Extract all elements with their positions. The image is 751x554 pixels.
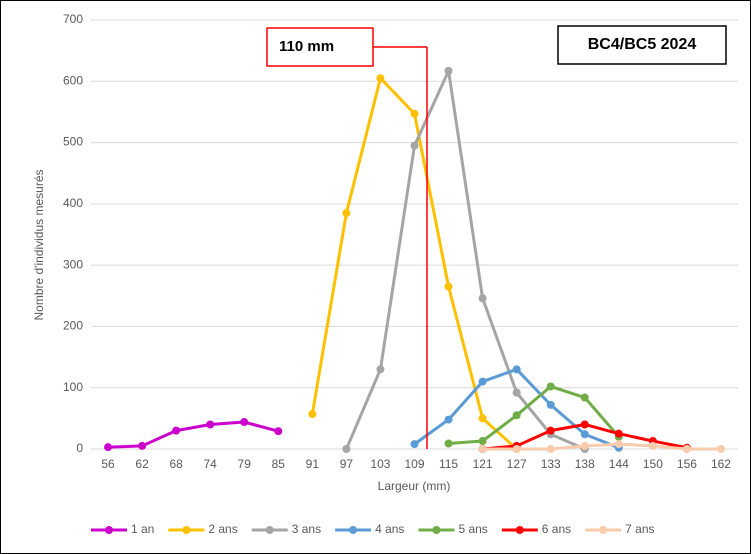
x-tick-label: 85 — [272, 457, 286, 471]
x-tick-label: 103 — [370, 457, 390, 471]
x-tick-label: 56 — [101, 457, 115, 471]
data-point — [410, 141, 419, 150]
y-tick-label: 300 — [63, 257, 83, 271]
data-point — [546, 426, 555, 435]
data-point — [376, 74, 385, 83]
data-point — [614, 429, 623, 438]
legend-marker — [432, 526, 441, 534]
x-tick-label: 79 — [238, 457, 252, 471]
title-label: BC4/BC5 2024 — [588, 36, 697, 53]
x-tick-label: 150 — [643, 457, 663, 471]
legend-label: 6 ans — [542, 522, 571, 536]
title-box — [557, 25, 727, 65]
data-point — [546, 400, 555, 409]
data-point — [444, 282, 453, 291]
data-point — [240, 418, 249, 427]
data-point — [512, 411, 521, 420]
data-point — [478, 377, 487, 386]
legend-label: 4 ans — [375, 522, 404, 536]
x-tick-label: 109 — [404, 457, 424, 471]
data-point — [512, 445, 521, 453]
y-tick-label: 600 — [63, 73, 83, 87]
y-tick-label: 400 — [63, 196, 83, 210]
data-point — [546, 382, 555, 391]
data-point — [478, 414, 487, 423]
data-point — [444, 439, 453, 448]
x-tick-label: 91 — [306, 457, 320, 471]
series-line — [482, 442, 721, 451]
data-point — [444, 66, 453, 75]
x-tick-label: 62 — [135, 457, 149, 471]
y-axis-label: Nombre d'individus mesurés — [32, 169, 46, 320]
plot-area: 0 100 200 300 400 500 600 700 56 62 68 74 79 85 91 97 10… — [63, 12, 738, 471]
legend-marker — [515, 526, 524, 534]
x-tick-label: 144 — [609, 457, 629, 471]
legend: 1 an 2 ans 3 ans 4 ans 5 ans 6 ans 7 ans — [91, 522, 655, 536]
x-tick-label: 133 — [541, 457, 561, 471]
legend-label: 3 ans — [292, 522, 321, 536]
x-tick-label: 115 — [439, 457, 458, 471]
data-point — [308, 410, 317, 419]
data-point — [716, 445, 725, 453]
data-point — [410, 440, 419, 449]
data-point — [648, 441, 657, 450]
legend-label: 5 ans — [458, 522, 487, 536]
data-point — [172, 426, 181, 435]
y-tick-label: 0 — [76, 441, 83, 455]
data-point — [138, 441, 147, 450]
data-point — [104, 443, 113, 452]
data-point — [444, 415, 453, 424]
data-point — [478, 445, 487, 453]
data-point — [342, 445, 351, 453]
threshold-box — [266, 27, 374, 67]
legend-label: 7 ans — [625, 522, 654, 536]
data-point — [580, 393, 589, 402]
data-point — [376, 365, 385, 374]
x-tick-label: 74 — [204, 457, 218, 471]
x-tick-label: 138 — [575, 457, 595, 471]
data-point — [682, 445, 691, 453]
x-axis-label: Largeur (mm) — [378, 479, 451, 493]
data-point — [410, 109, 419, 118]
y-tick-label: 500 — [63, 135, 83, 149]
x-tick-label: 68 — [169, 457, 183, 471]
threshold-label: 110 mm — [279, 38, 334, 55]
y-tick-label: 200 — [63, 319, 83, 333]
x-tick-label: 156 — [677, 457, 697, 471]
x-tick-label: 121 — [473, 457, 493, 471]
data-point — [512, 365, 521, 374]
data-point — [274, 427, 283, 436]
data-point — [614, 440, 623, 449]
data-point — [342, 209, 351, 218]
x-tick-label: 127 — [507, 457, 527, 471]
data-point — [580, 420, 589, 429]
legend-label: 1 an — [131, 522, 154, 536]
x-tick-label: 97 — [340, 457, 354, 471]
series-line — [345, 69, 586, 451]
data-point — [512, 388, 521, 397]
series-line — [448, 384, 620, 445]
legend-marker — [182, 526, 191, 534]
data-point — [478, 437, 487, 446]
legend-marker — [105, 526, 113, 534]
x-tick-label: 162 — [711, 457, 731, 471]
data-point — [478, 294, 487, 303]
y-tick-label: 700 — [63, 12, 83, 26]
data-point — [580, 441, 589, 450]
legend-marker — [265, 526, 274, 534]
data-point — [206, 420, 215, 429]
data-point — [580, 430, 589, 439]
series-line — [107, 420, 279, 449]
legend-marker — [349, 526, 358, 534]
legend-label: 2 ans — [208, 522, 237, 536]
y-tick-label: 100 — [63, 380, 83, 394]
data-point — [546, 445, 555, 453]
legend-marker — [599, 526, 608, 534]
